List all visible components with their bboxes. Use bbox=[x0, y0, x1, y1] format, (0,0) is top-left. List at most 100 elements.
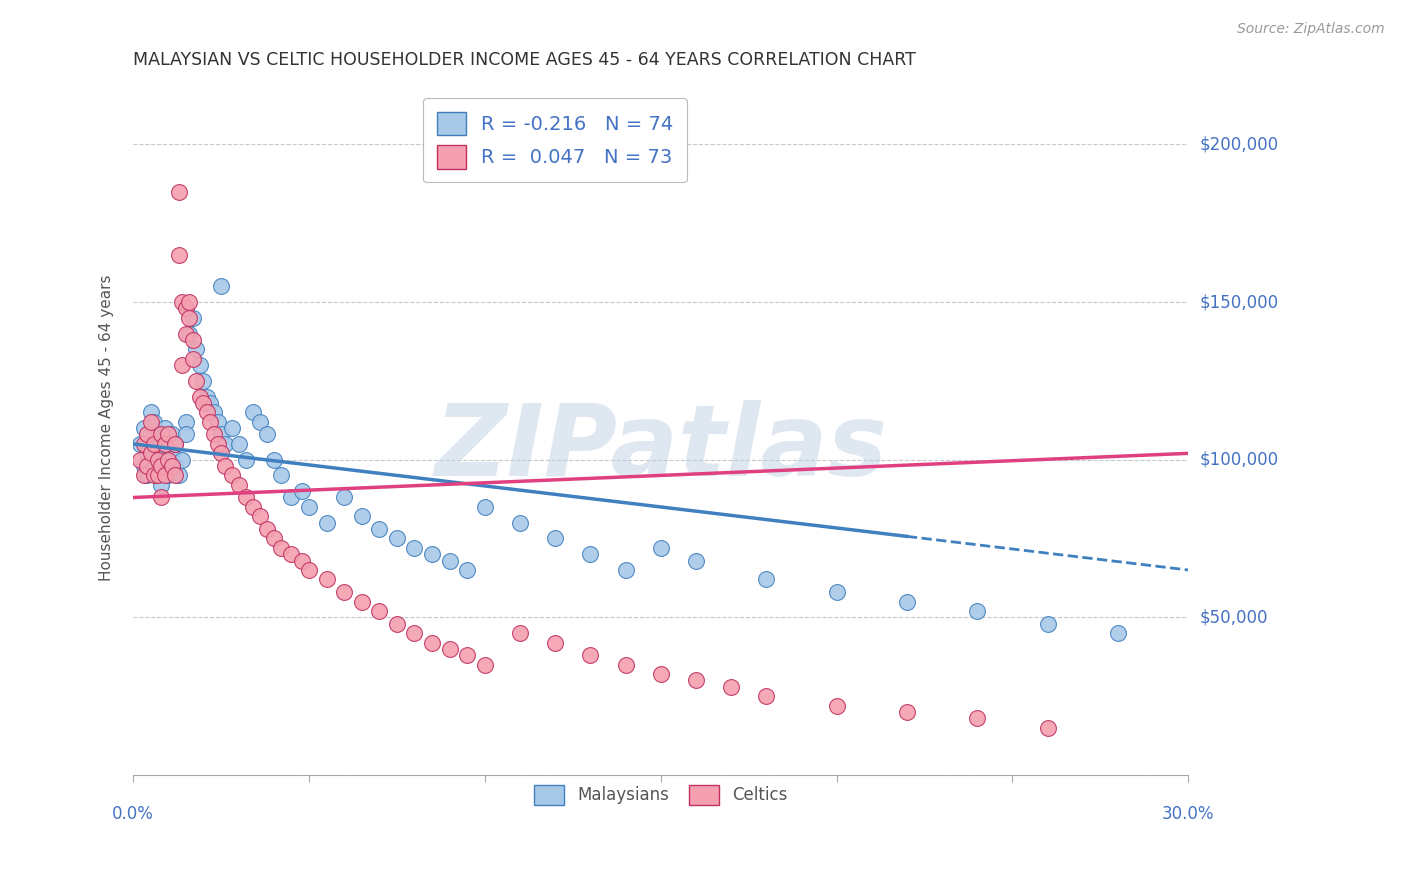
Point bbox=[139, 446, 162, 460]
Point bbox=[544, 635, 567, 649]
Point bbox=[228, 478, 250, 492]
Point bbox=[825, 585, 848, 599]
Point bbox=[404, 541, 426, 555]
Point bbox=[132, 421, 155, 435]
Point bbox=[235, 491, 257, 505]
Text: ZIPatlas: ZIPatlas bbox=[434, 401, 887, 498]
Text: $100,000: $100,000 bbox=[1199, 450, 1278, 468]
Point bbox=[315, 573, 337, 587]
Point bbox=[167, 185, 190, 199]
Point bbox=[188, 358, 211, 372]
Point bbox=[207, 437, 229, 451]
Point bbox=[153, 437, 176, 451]
Point bbox=[315, 516, 337, 530]
Point bbox=[132, 437, 155, 451]
Point bbox=[160, 427, 183, 442]
Point bbox=[333, 585, 356, 599]
Point bbox=[650, 667, 672, 681]
Point bbox=[172, 358, 194, 372]
Point bbox=[685, 553, 707, 567]
Point bbox=[249, 415, 271, 429]
Point bbox=[174, 427, 197, 442]
Point bbox=[153, 468, 176, 483]
Point bbox=[165, 437, 187, 451]
Point bbox=[263, 452, 285, 467]
Point bbox=[291, 484, 314, 499]
Point bbox=[146, 452, 169, 467]
Point bbox=[404, 626, 426, 640]
Point bbox=[242, 405, 264, 419]
Point bbox=[214, 437, 236, 451]
Point bbox=[263, 532, 285, 546]
Point bbox=[385, 616, 408, 631]
Point bbox=[720, 680, 742, 694]
Point bbox=[139, 415, 162, 429]
Point bbox=[143, 415, 166, 429]
Point bbox=[350, 594, 373, 608]
Point bbox=[179, 295, 201, 310]
Point bbox=[143, 468, 166, 483]
Point bbox=[200, 415, 222, 429]
Point bbox=[207, 415, 229, 429]
Point bbox=[136, 458, 159, 473]
Point bbox=[474, 657, 496, 672]
Point bbox=[179, 326, 201, 341]
Point bbox=[167, 468, 190, 483]
Point bbox=[509, 516, 531, 530]
Point bbox=[195, 390, 218, 404]
Text: 0.0%: 0.0% bbox=[112, 805, 155, 823]
Point bbox=[139, 405, 162, 419]
Point bbox=[181, 351, 204, 366]
Point bbox=[209, 279, 232, 293]
Point bbox=[172, 295, 194, 310]
Point bbox=[150, 491, 173, 505]
Point bbox=[153, 421, 176, 435]
Y-axis label: Householder Income Ages 45 - 64 years: Householder Income Ages 45 - 64 years bbox=[100, 275, 114, 582]
Point bbox=[174, 326, 197, 341]
Point bbox=[298, 563, 321, 577]
Legend: Malaysians, Celtics: Malaysians, Celtics bbox=[524, 775, 797, 815]
Point bbox=[825, 698, 848, 713]
Point bbox=[209, 446, 232, 460]
Point bbox=[896, 705, 918, 719]
Point bbox=[136, 446, 159, 460]
Point bbox=[280, 491, 302, 505]
Text: $200,000: $200,000 bbox=[1199, 136, 1278, 153]
Text: MALAYSIAN VS CELTIC HOUSEHOLDER INCOME AGES 45 - 64 YEARS CORRELATION CHART: MALAYSIAN VS CELTIC HOUSEHOLDER INCOME A… bbox=[134, 51, 915, 69]
Point bbox=[202, 427, 225, 442]
Point bbox=[139, 427, 162, 442]
Point bbox=[221, 468, 243, 483]
Point bbox=[139, 452, 162, 467]
Point bbox=[1107, 626, 1129, 640]
Point bbox=[153, 437, 176, 451]
Point bbox=[146, 468, 169, 483]
Point bbox=[186, 343, 208, 357]
Point bbox=[186, 374, 208, 388]
Point bbox=[385, 532, 408, 546]
Point bbox=[165, 458, 187, 473]
Point bbox=[143, 462, 166, 476]
Point bbox=[579, 648, 602, 662]
Point bbox=[456, 648, 478, 662]
Point bbox=[167, 248, 190, 262]
Point bbox=[165, 437, 187, 451]
Point bbox=[174, 415, 197, 429]
Point bbox=[256, 427, 278, 442]
Point bbox=[439, 641, 461, 656]
Point bbox=[685, 673, 707, 688]
Point bbox=[172, 452, 194, 467]
Point bbox=[420, 547, 443, 561]
Text: $50,000: $50,000 bbox=[1199, 608, 1268, 626]
Point bbox=[202, 405, 225, 419]
Point bbox=[179, 310, 201, 325]
Point bbox=[136, 427, 159, 442]
Point bbox=[650, 541, 672, 555]
Point bbox=[136, 468, 159, 483]
Point bbox=[143, 437, 166, 451]
Point bbox=[146, 468, 169, 483]
Point bbox=[200, 396, 222, 410]
Point bbox=[456, 563, 478, 577]
Point bbox=[298, 500, 321, 514]
Point bbox=[157, 427, 180, 442]
Point bbox=[150, 458, 173, 473]
